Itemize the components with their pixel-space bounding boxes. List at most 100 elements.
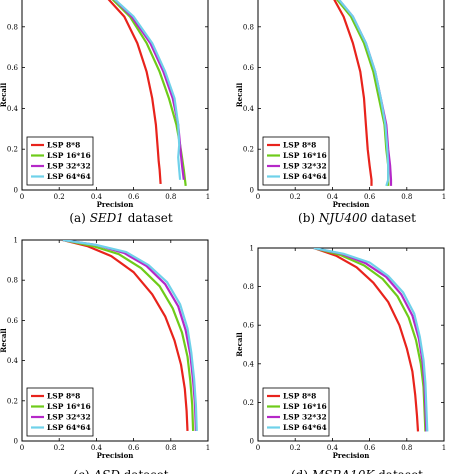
chart-panel-3: 0 0.2 0.4 0.6 0.8 1 0 0.2 0.4 0.6 0.8 1 Precision Rec… [0,237,210,474]
x-tick-label: 0.6 [128,193,140,201]
series-line-2 [335,0,390,186]
x-tick-label: 0.2 [54,193,65,201]
x-tick-label: 1 [206,444,210,452]
legend-label: LSP 16*16 [283,151,327,160]
series-line-1 [333,0,373,186]
x-tick-label: 0.2 [290,444,301,452]
caption-letter: (c) [73,468,93,474]
axes-frame [21,0,209,191]
legend-label: LSP 32*32 [283,413,327,422]
legend-label: LSP 16*16 [283,402,327,411]
y-tick-label: 0.8 [243,283,254,291]
caption-letter: (d) [291,468,312,474]
panel-caption: (c) ASD dataset [73,468,168,474]
x-axis-label: Precision [97,451,134,460]
x-tick-label: 0 [20,444,24,452]
axes-frame [257,0,445,191]
x-axis-label: Precision [333,451,370,460]
series-line-1 [62,240,189,431]
chart-panel-2: 0 0.2 0.4 0.6 0.8 1 0 0.2 0.4 0.6 0.8 Precision Reca… [235,0,446,225]
caption-dataset-name: MSRA10K [311,468,375,474]
y-axis-label: Recall [0,82,8,107]
legend-label: LSP 16*16 [47,402,91,411]
x-tick-label: 0.6 [364,444,376,452]
legend-label: LSP 64*64 [283,423,327,432]
y-tick-label: 0.8 [7,277,18,285]
y-tick-label: 0.2 [7,397,18,405]
x-tick-label: 0.4 [91,444,103,452]
y-tick-label: 0.4 [7,357,19,365]
x-tick-label: 0 [256,444,260,452]
y-tick-label: 0.4 [7,105,19,113]
panel-caption: (b) NJU400 dataset [298,211,416,225]
x-tick-label: 1 [206,193,210,201]
y-tick-label: 0 [250,187,254,195]
legend-label: LSP 64*64 [47,423,91,432]
x-tick-label: 0.4 [327,444,339,452]
y-tick-label: 0.4 [243,360,255,368]
y-tick-label: 0 [250,438,254,446]
series-group [333,0,393,187]
series-line-2 [62,240,195,431]
axes-frame [257,247,445,442]
x-tick-label: 0 [20,193,24,201]
chart-panel-4: 0 0.2 0.4 0.6 0.8 1 0 0.2 0.4 0.6 0.8 1 Precision Rec… [235,245,446,474]
series-line-4 [113,0,182,180]
legend-label: LSP 16*16 [47,151,91,160]
x-tick-label: 0.8 [401,444,412,452]
caption-dataset-name: ASD [92,468,120,474]
y-tick-label: 0 [14,187,18,195]
series-line-3 [313,248,428,432]
x-axis-label: Precision [333,200,370,209]
y-tick-label: 0 [14,438,18,446]
x-tick-label: 0.8 [165,444,176,452]
legend-label: LSP 8*8 [283,392,316,401]
legend-label: LSP 32*32 [47,413,91,422]
y-axis-label: Recall [235,82,244,107]
legend-label: LSP 64*64 [283,172,327,181]
legend-label: LSP 64*64 [47,172,91,181]
caption-suffix: dataset [367,211,416,225]
caption-letter: (a) [69,211,89,225]
y-axis-label: Recall [0,328,8,353]
x-tick-label: 0.8 [401,193,412,201]
y-tick-label: 0.6 [7,64,19,72]
caption-letter: (b) [298,211,319,225]
series-line-1 [107,0,162,184]
y-tick-label: 0.4 [243,105,255,113]
x-tick-label: 1 [442,444,446,452]
y-tick-label: 0.6 [7,317,19,325]
y-tick-label: 0.2 [243,399,254,407]
axes-frame [21,239,209,442]
y-tick-label: 0.8 [7,23,18,31]
caption-suffix: dataset [120,468,169,474]
x-tick-label: 0.4 [327,193,339,201]
legend-label: LSP 8*8 [47,141,80,150]
series-group [313,248,429,432]
series-group [62,240,198,431]
y-tick-label: 0.8 [243,23,254,31]
caption-dataset-name: SED1 [90,211,124,225]
legend-label: LSP 8*8 [47,392,80,401]
x-tick-label: 0.2 [290,193,301,201]
y-tick-label: 0.2 [7,146,18,154]
y-tick-label: 1 [250,245,254,253]
series-line-2 [313,248,427,432]
y-tick-label: 0.6 [243,64,255,72]
x-tick-label: 0.4 [91,193,103,201]
x-tick-label: 0.2 [54,444,65,452]
series-group [107,0,187,187]
legend-label: LSP 32*32 [283,162,327,171]
x-tick-label: 1 [442,193,446,201]
chart-panel-1: 0 0.2 0.4 0.6 0.8 1 0 0.2 0.4 0.6 0.8 Precision Reca… [0,0,210,225]
y-tick-label: 0.2 [243,146,254,154]
panel-caption: (d) MSRA10K dataset [291,468,423,474]
x-tick-label: 0 [256,193,260,201]
y-tick-label: 0.6 [243,322,255,330]
series-line-4 [337,0,390,187]
x-tick-label: 0.6 [364,193,376,201]
